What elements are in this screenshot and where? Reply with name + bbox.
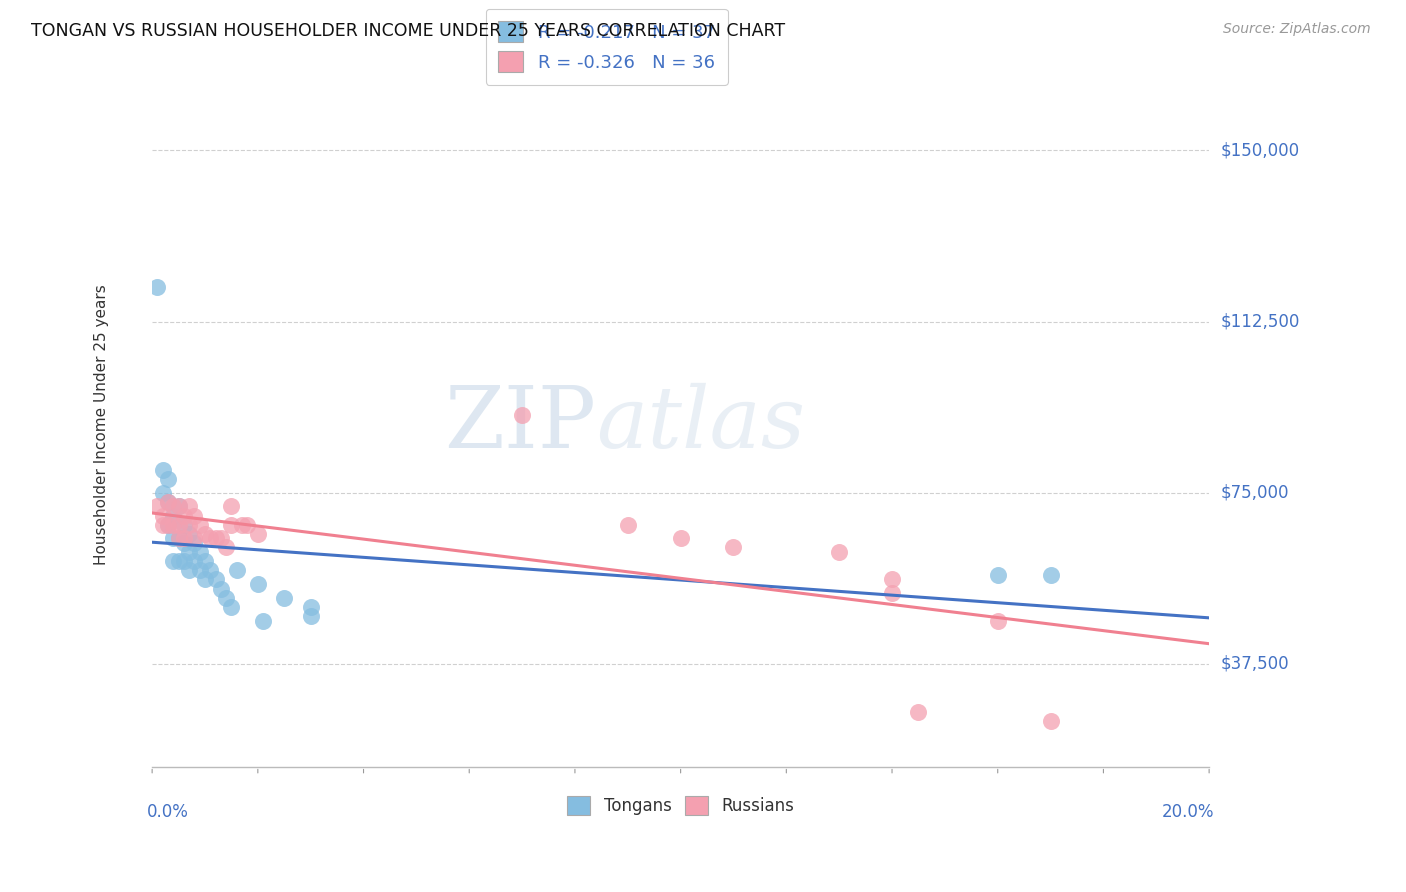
Point: [156, 517, 179, 532]
Point: [231, 517, 253, 532]
Point: [162, 500, 184, 514]
Point: [669, 532, 692, 546]
Point: [156, 495, 179, 509]
Point: [209, 582, 232, 596]
Point: [183, 536, 205, 550]
Point: [183, 554, 205, 568]
Point: [987, 614, 1010, 628]
Point: [173, 554, 195, 568]
Point: [152, 517, 174, 532]
Point: [179, 563, 201, 577]
Point: [179, 526, 201, 541]
Point: [273, 591, 295, 605]
Point: [179, 500, 201, 514]
Point: [156, 517, 179, 532]
Point: [221, 500, 243, 514]
Point: [194, 526, 217, 541]
Point: [209, 532, 232, 546]
Point: [167, 554, 190, 568]
Point: [299, 599, 322, 614]
Point: [1039, 567, 1062, 582]
Point: [221, 599, 243, 614]
Point: [173, 508, 195, 523]
Text: $75,000: $75,000: [1220, 483, 1289, 501]
Legend: Tongans, Russians: Tongans, Russians: [558, 788, 803, 823]
Point: [173, 532, 195, 546]
Point: [194, 573, 217, 587]
Point: [167, 500, 190, 514]
Point: [167, 532, 190, 546]
Point: [510, 408, 533, 422]
Text: Householder Income Under 25 years: Householder Income Under 25 years: [94, 284, 108, 565]
Point: [221, 517, 243, 532]
Point: [183, 532, 205, 546]
Point: [987, 567, 1010, 582]
Point: [246, 526, 269, 541]
Point: [194, 554, 217, 568]
Text: TONGAN VS RUSSIAN HOUSEHOLDER INCOME UNDER 25 YEARS CORRELATION CHART: TONGAN VS RUSSIAN HOUSEHOLDER INCOME UND…: [31, 22, 785, 40]
Point: [173, 517, 195, 532]
Point: [146, 280, 169, 294]
Point: [236, 517, 259, 532]
Text: atlas: atlas: [596, 383, 806, 466]
Text: $112,500: $112,500: [1220, 312, 1299, 331]
Point: [167, 517, 190, 532]
Point: [188, 563, 211, 577]
Point: [225, 563, 247, 577]
Point: [152, 508, 174, 523]
Point: [907, 705, 929, 719]
Text: 20.0%: 20.0%: [1161, 803, 1215, 821]
Point: [215, 541, 238, 555]
Text: $37,500: $37,500: [1220, 655, 1289, 673]
Point: [299, 609, 322, 624]
Point: [880, 586, 903, 600]
Point: [162, 554, 184, 568]
Point: [246, 577, 269, 591]
Point: [152, 485, 174, 500]
Point: [200, 532, 222, 546]
Point: [183, 508, 205, 523]
Text: ZIP: ZIP: [444, 383, 596, 466]
Point: [152, 463, 174, 477]
Point: [167, 532, 190, 546]
Point: [204, 573, 226, 587]
Point: [252, 614, 274, 628]
Point: [215, 591, 238, 605]
Point: [162, 517, 184, 532]
Point: [167, 500, 190, 514]
Point: [880, 573, 903, 587]
Point: [156, 472, 179, 486]
Point: [828, 545, 851, 559]
Text: 0.0%: 0.0%: [146, 803, 188, 821]
Point: [723, 541, 745, 555]
Point: [204, 532, 226, 546]
Point: [188, 517, 211, 532]
Point: [162, 532, 184, 546]
Point: [200, 563, 222, 577]
Point: [1039, 714, 1062, 728]
Point: [179, 517, 201, 532]
Point: [156, 495, 179, 509]
Point: [162, 508, 184, 523]
Point: [146, 500, 169, 514]
Point: [617, 517, 640, 532]
Point: [173, 536, 195, 550]
Point: [179, 545, 201, 559]
Text: Source: ZipAtlas.com: Source: ZipAtlas.com: [1223, 22, 1371, 37]
Text: $150,000: $150,000: [1220, 141, 1299, 160]
Point: [188, 545, 211, 559]
